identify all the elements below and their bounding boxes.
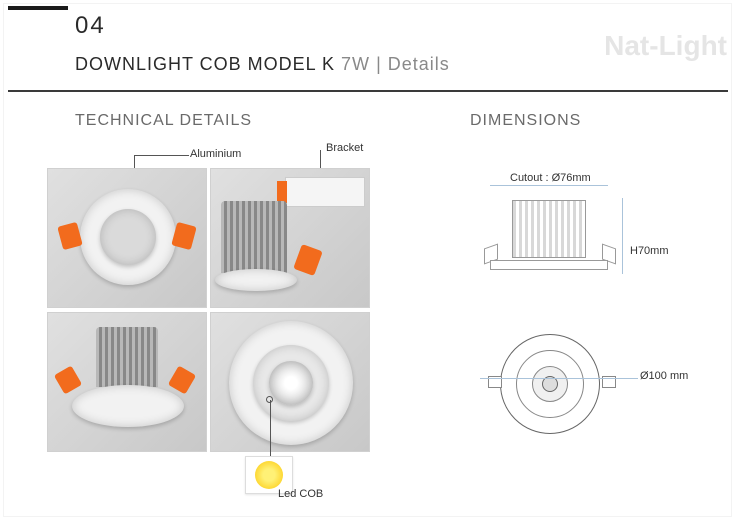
watermark-logo: Nat-Light (604, 30, 727, 62)
title-wattage: 7W (341, 54, 370, 74)
page-number: 04 (75, 12, 106, 40)
heatsink (96, 327, 158, 387)
product-photo-with-driver (210, 168, 370, 308)
ledcob-callout-dot (266, 396, 273, 403)
drawing-flange (490, 260, 608, 270)
dimension-height-label: H70mm (630, 245, 669, 257)
dimension-height-line (622, 198, 623, 274)
led-cob-emitter (255, 461, 283, 489)
spring-clip (171, 222, 197, 250)
product-photo-face-view (210, 312, 370, 452)
title-suffix: Details (388, 54, 450, 74)
downlight-flange (215, 269, 297, 291)
product-photo-side-view (47, 312, 207, 452)
led-driver-terminal (277, 181, 287, 203)
title-pipe: | (376, 54, 388, 74)
bracket-callout-label: Bracket (326, 142, 363, 154)
heatsink (221, 201, 287, 273)
dimension-diameter-label: Ø100 mm (640, 370, 688, 382)
led-driver (285, 177, 365, 207)
dimension-cutout-label: Cutout : Ø76mm (510, 172, 591, 184)
spring-clip (168, 365, 196, 394)
page-number-bar (8, 6, 68, 10)
drawing-heatsink (512, 200, 586, 258)
product-title: DOWNLIGHT COB MODEL K 7W | Details (75, 54, 450, 75)
aluminium-callout-line (134, 155, 189, 156)
spring-clip (57, 222, 83, 250)
ledcob-callout-label: Led COB (278, 488, 323, 500)
ledcob-callout-line (270, 400, 271, 458)
aluminium-callout-label: Aluminium (190, 148, 241, 160)
dimension-diameter-line (480, 378, 638, 379)
downlight-lens (269, 361, 313, 405)
dimension-side-drawing (480, 186, 620, 301)
product-photo-top-view (47, 168, 207, 308)
spring-clip (54, 365, 82, 394)
downlight-flange (72, 385, 184, 427)
title-main: DOWNLIGHT COB MODEL K (75, 54, 335, 74)
header-divider (8, 90, 728, 92)
technical-details-heading: TECHNICAL DETAILS (75, 112, 252, 130)
dimensions-heading: DIMENSIONS (470, 112, 581, 130)
spring-clip (293, 244, 323, 276)
downlight-lens (100, 209, 156, 265)
dimension-front-drawing (482, 328, 622, 438)
